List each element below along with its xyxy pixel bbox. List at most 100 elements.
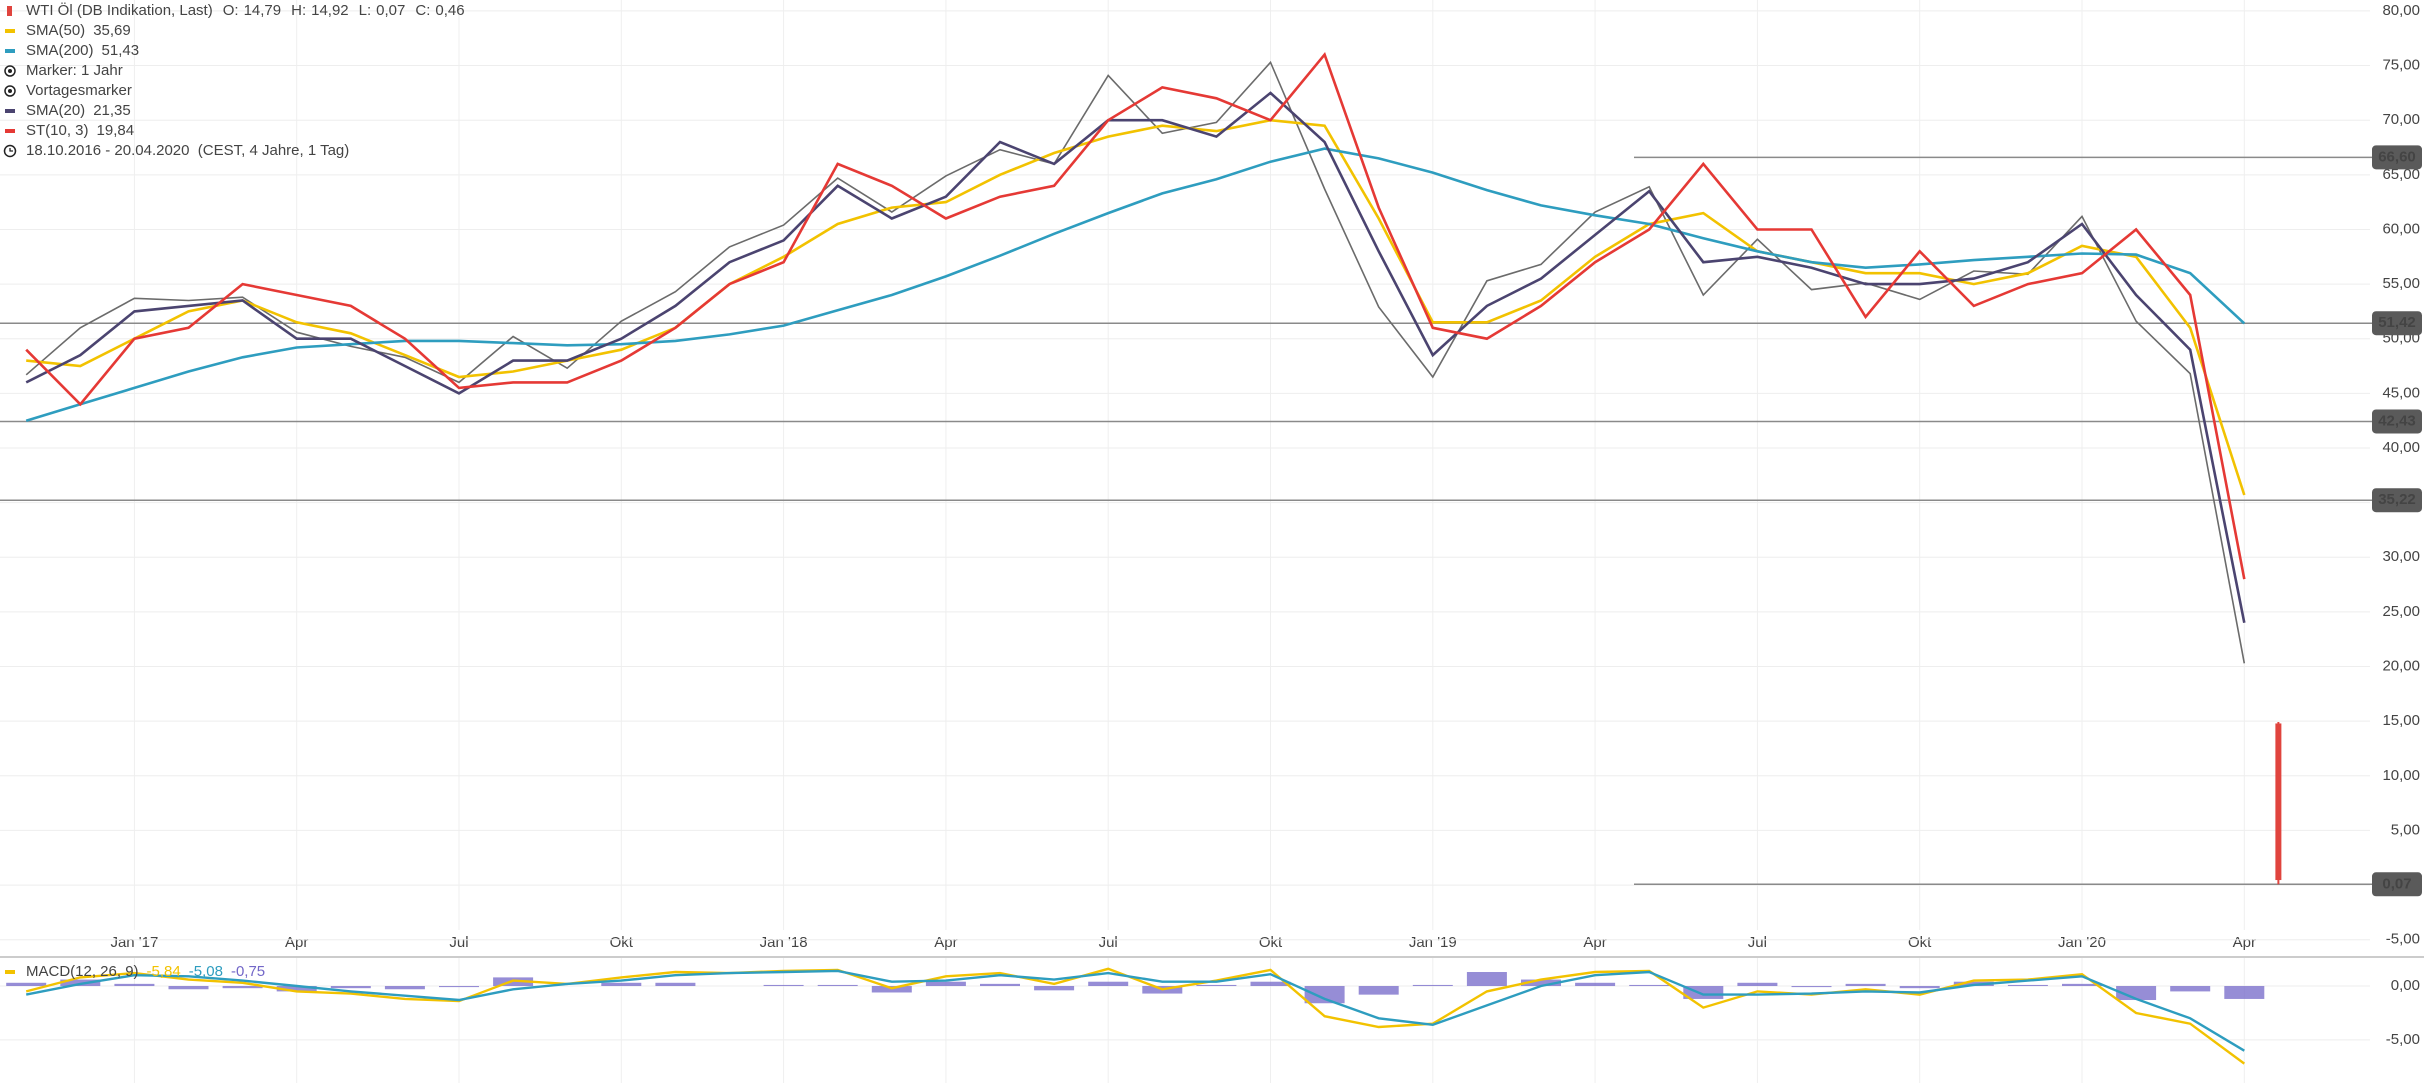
x-tick-label: Okt [1259, 934, 1283, 951]
legend-value: -5,08 [189, 963, 223, 980]
histogram-bar [6, 982, 47, 987]
candle-body [2275, 723, 2282, 881]
legend-icon [5, 109, 15, 113]
y-tick-label: -5,00 [2386, 931, 2420, 948]
legend-value: 35,69 [93, 22, 131, 39]
legend-entry: SMA(50) 35,69 [26, 22, 131, 39]
histogram-bar [1845, 983, 1886, 987]
level-badge [2372, 311, 2422, 336]
histogram-bar [601, 982, 642, 987]
y-tick-label: 60,00 [2382, 220, 2420, 237]
histogram-bar [1412, 984, 1453, 987]
legend-icon [5, 49, 15, 53]
level-badge [2372, 872, 2422, 897]
legend-value: 14,92 [311, 2, 349, 19]
y-tick-label: 40,00 [2382, 439, 2420, 456]
y-tick-label: 25,00 [2382, 603, 2420, 620]
legend-value: 14,79 [244, 2, 282, 19]
legend-entry: SMA(200) 51,43 [26, 42, 139, 59]
y-tick-label: 75,00 [2382, 57, 2420, 74]
histogram-bar [1034, 986, 1075, 991]
y-tick-label: 10,00 [2382, 767, 2420, 784]
histogram-bar [1575, 982, 1616, 987]
y-tick-label: 55,00 [2382, 275, 2420, 292]
legend-icon [7, 6, 12, 16]
x-tick-label: Jan '17 [110, 934, 158, 951]
legend-icon [5, 29, 15, 33]
legend-value: 21,35 [93, 102, 131, 119]
x-tick-label: Jan '20 [2058, 934, 2106, 951]
histogram-bar [655, 982, 696, 987]
y-tick-label: 5,00 [2391, 821, 2420, 838]
histogram-bar [2062, 983, 2102, 987]
histogram-bar [980, 983, 1020, 987]
x-tick-label: Apr [285, 934, 308, 951]
level-badge [2372, 409, 2422, 434]
legend-icon [9, 148, 13, 152]
histogram-bar [925, 981, 966, 987]
x-tick-label: Jul [1099, 934, 1118, 951]
level-badge [2372, 488, 2422, 513]
legend-entry: WTI Öl (DB Indikation, Last) O: 14,79 H: 14,… [26, 1, 465, 19]
level-badge [2372, 145, 2422, 170]
level-label: 51,42 [2378, 314, 2416, 331]
histogram-bar [817, 984, 858, 987]
level-label: 42,43 [2378, 412, 2416, 429]
y-tick-label: 45,00 [2382, 384, 2420, 401]
legend-entry: Vortagesmarker [26, 82, 132, 99]
legend-icon [5, 129, 15, 133]
histogram-bar [222, 986, 263, 989]
series-line [25, 91, 2246, 624]
legend-value: 0,07 [376, 2, 405, 19]
legend-name: ST(10, 3) [26, 122, 89, 139]
histogram-bar [2170, 986, 2211, 992]
legend-entry: ST(10, 3) 19,84 [26, 122, 134, 139]
x-tick-label: Apr [2233, 934, 2256, 951]
legend-key: L: [359, 2, 372, 19]
legend-value: -0,75 [231, 963, 265, 980]
legend-value: -5,84 [147, 963, 181, 980]
x-tick-label: Jul [449, 934, 468, 951]
legend-key: H: [291, 2, 306, 19]
histogram-bar [1791, 986, 1832, 988]
level-label: 35,22 [2378, 491, 2416, 508]
legend-icon [4, 65, 16, 77]
histogram-bar [1629, 984, 1670, 987]
legend-name: SMA(200) [26, 42, 94, 59]
x-tick-label: Jan '19 [1409, 934, 1457, 951]
histogram-bar [1250, 981, 1291, 987]
y-tick-label: -5,00 [2386, 1031, 2420, 1048]
histogram-bar [2116, 986, 2157, 1001]
level-label: 66,60 [2378, 148, 2416, 165]
y-tick-label: 0,00 [2391, 977, 2420, 994]
x-tick-label: Apr [1583, 934, 1606, 951]
histogram-bar [330, 986, 371, 989]
y-tick-label: 20,00 [2382, 658, 2420, 675]
legend-value: 0,46 [435, 2, 464, 19]
y-tick-label: 30,00 [2382, 548, 2420, 565]
legend-icon [5, 970, 15, 974]
legend-entry: MACD(12, 26, 9) -5,84 -5,08 -0,75 [26, 963, 265, 980]
y-tick-label: 65,00 [2382, 166, 2420, 183]
histogram-bar [1737, 982, 1778, 987]
histogram-bar [1521, 979, 1561, 987]
histogram-bar [2224, 986, 2265, 999]
legend-entry: 18.10.2016 - 20.04.2020 (CEST, 4 Jahre, … [26, 142, 349, 159]
histogram-bar [1304, 986, 1345, 1004]
series-line [26, 118, 2246, 496]
series-line [25, 147, 2246, 422]
x-tick-label: Jul [1748, 934, 1767, 951]
histogram-bar [276, 986, 317, 992]
legend-entry: SMA(20) 21,35 [26, 102, 131, 119]
legend-icon [4, 85, 16, 97]
series-line [25, 967, 2246, 1065]
legend-name: SMA(50) [26, 22, 85, 39]
legend-entry: Marker: 1 Jahr [26, 62, 123, 79]
histogram-bar [1899, 986, 1940, 989]
x-tick-label: Apr [934, 934, 957, 951]
histogram-bar [763, 984, 804, 987]
legend-icon [8, 69, 12, 73]
x-tick-label: Okt [610, 934, 634, 951]
histogram-bar [168, 986, 209, 990]
